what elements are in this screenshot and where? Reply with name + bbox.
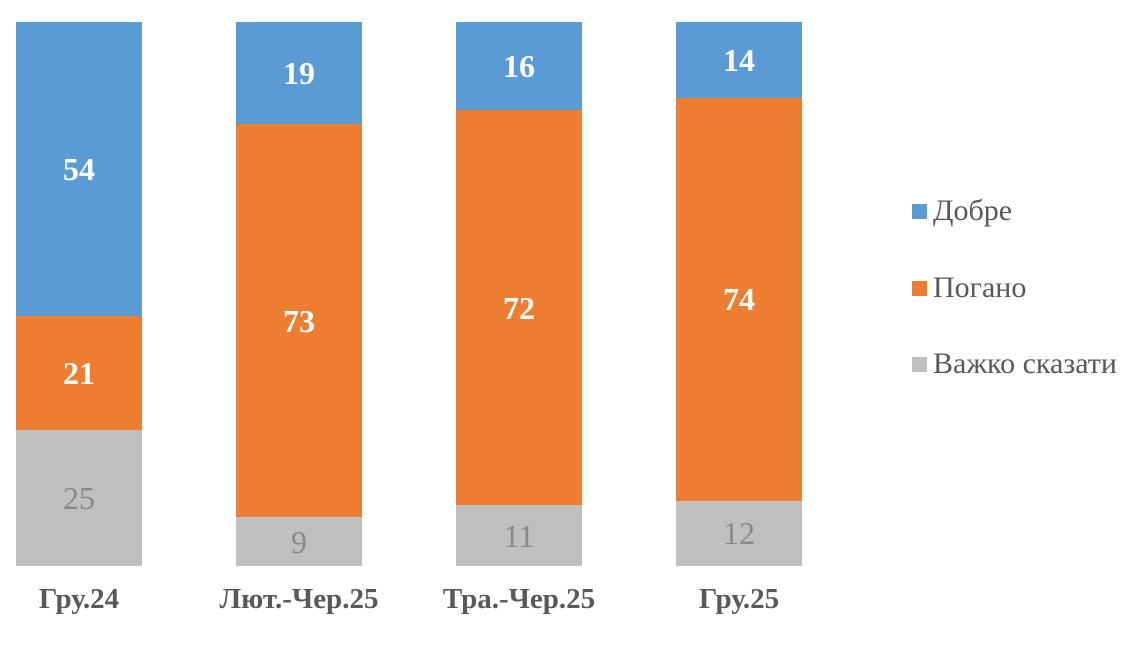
data-label: 73 <box>283 302 315 339</box>
data-label: 54 <box>63 150 95 187</box>
bar-segment: 73 <box>236 124 362 518</box>
legend-item: Важко сказати <box>912 349 1117 379</box>
bar-segment: 54 <box>16 22 142 316</box>
bar-segment: 21 <box>16 315 142 430</box>
legend-swatch <box>912 203 927 219</box>
bar-segment: 9 <box>236 517 362 566</box>
bar-segment: 74 <box>676 98 802 501</box>
x-axis-category-label: Гру.24 <box>38 583 120 615</box>
bar-segment: 16 <box>456 22 582 110</box>
bar-segment: 72 <box>456 109 582 506</box>
data-label: 11 <box>503 517 535 554</box>
data-label: 12 <box>723 515 755 552</box>
bar-segment: 12 <box>676 500 802 566</box>
bar-column: 16 72 11 <box>456 22 582 566</box>
data-label: 19 <box>283 55 315 92</box>
bar-segment: 25 <box>16 429 142 566</box>
x-axis-category-label: Гру.25 <box>698 583 780 615</box>
bar-column: 14 74 12 <box>676 22 802 566</box>
legend-item: Погано <box>912 273 1026 303</box>
legend-label: Важко сказати <box>933 347 1117 380</box>
x-axis-category-label: Тра.-Чер.25 <box>442 583 596 615</box>
bar-column: 19 73 9 <box>236 22 362 566</box>
data-label: 25 <box>63 479 95 516</box>
legend-swatch <box>912 280 927 296</box>
bar-segment: 11 <box>456 505 582 566</box>
legend-label: Погано <box>933 271 1027 304</box>
legend-item: Добре <box>912 196 1012 226</box>
bar-segment: 19 <box>236 22 362 125</box>
data-label: 14 <box>723 42 755 79</box>
data-label: 21 <box>63 354 95 391</box>
x-axis-category-label: Лют.-Чер.25 <box>219 583 379 615</box>
legend-label: Добре <box>933 194 1013 227</box>
bar-segment: 14 <box>676 22 802 99</box>
data-label: 74 <box>723 281 755 318</box>
bar-column: 54 21 25 <box>16 22 142 566</box>
data-label: 9 <box>291 523 307 560</box>
data-label: 16 <box>503 47 535 84</box>
data-label: 72 <box>503 289 535 326</box>
legend-swatch <box>912 356 927 372</box>
